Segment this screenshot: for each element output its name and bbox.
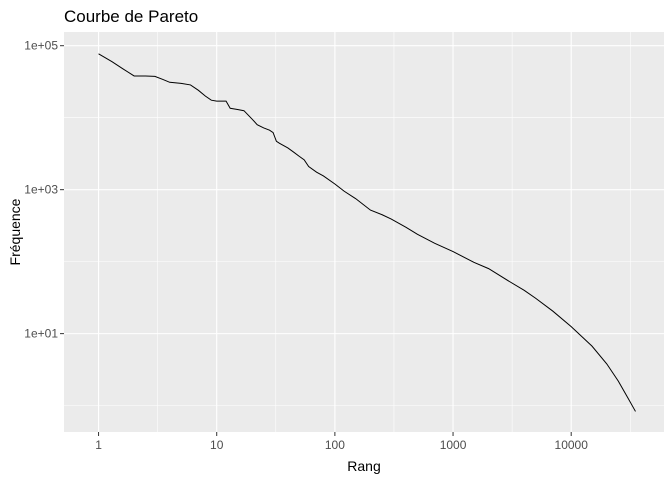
pareto-series-line bbox=[98, 53, 636, 412]
x-tick-label: 100 bbox=[325, 438, 345, 452]
series-layer bbox=[98, 53, 636, 412]
x-tick-label: 10000 bbox=[555, 438, 589, 452]
x-axis-title: Rang bbox=[347, 458, 380, 474]
y-tick-label: 1e+01 bbox=[24, 327, 58, 341]
y-tick-label: 1e+05 bbox=[24, 39, 58, 53]
x-tick-label: 1000 bbox=[440, 438, 467, 452]
x-tick-label: 1 bbox=[95, 438, 102, 452]
y-tick-label: 1e+03 bbox=[24, 183, 58, 197]
y-axis-title: Fréquence bbox=[7, 198, 23, 265]
x-tick-label: 10 bbox=[210, 438, 224, 452]
axes: 1 10 100 1000 10000 1e+01 1e+03 1e+05 bbox=[24, 39, 588, 452]
plot-panel bbox=[64, 32, 664, 432]
chart-title: Courbe de Pareto bbox=[64, 7, 198, 26]
grid-lines bbox=[64, 32, 664, 432]
